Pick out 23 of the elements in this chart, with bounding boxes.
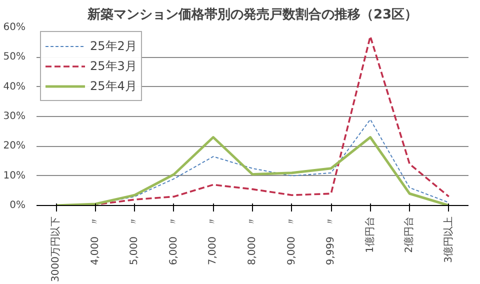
legend-label: 25年3月: [90, 58, 137, 74]
legend-label: 25年4月: [90, 78, 137, 94]
y-tick-label: 0%: [10, 200, 26, 211]
x-tick-label: 3億円以上: [442, 216, 454, 263]
x-tick-label: 3000万円以下: [50, 216, 62, 282]
x-tick-label: 2億円台: [403, 216, 416, 253]
x-tick-label: 5,000 〃: [129, 216, 140, 266]
y-tick-label: 20%: [3, 140, 26, 152]
y-tick-label: 10%: [3, 170, 26, 182]
y-tick-label: 60%: [3, 22, 26, 33]
x-tick-label: 9,000 〃: [286, 216, 298, 266]
x-tick-label: 8,000 〃: [247, 216, 258, 266]
x-tick-label: 4,000 〃: [90, 216, 101, 266]
y-tick-label: 30%: [3, 111, 26, 122]
chart-title: 新築マンション価格帯別の発売戸数割合の推移（23区）: [86, 6, 418, 22]
x-tick-label: 1億円台: [364, 216, 376, 253]
x-tick-label: 9,999 〃: [326, 216, 337, 266]
x-tick-label: 6,000 〃: [168, 216, 180, 266]
legend-label: 25年2月: [90, 38, 137, 54]
x-tick-label: 7,000 〃: [208, 216, 219, 266]
line-series: [54, 136, 450, 206]
y-tick-label: 40%: [3, 81, 26, 92]
y-tick-label: 50%: [3, 52, 26, 63]
